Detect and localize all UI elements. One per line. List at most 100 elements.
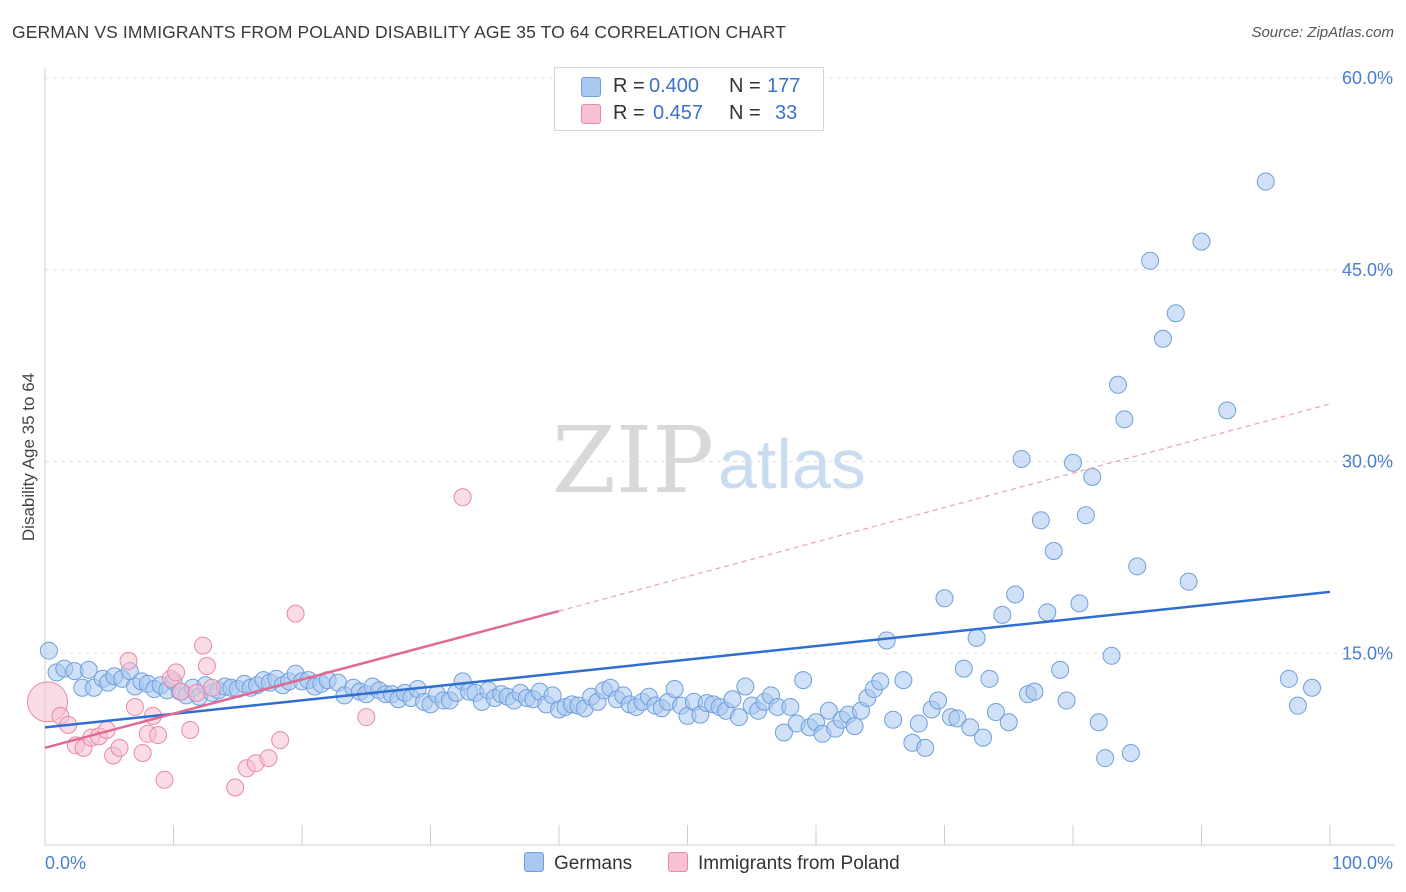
watermark-atlas: atlas <box>718 425 866 503</box>
poland-trend-line <box>44 609 560 750</box>
germans-point <box>1108 375 1127 394</box>
germans-point <box>999 713 1018 732</box>
poland-point <box>357 708 376 727</box>
germans-point <box>1076 506 1095 525</box>
watermark-zip: ZIP <box>552 407 714 514</box>
germans-point <box>909 714 928 733</box>
germans-point <box>39 641 58 660</box>
germans-point <box>961 718 980 737</box>
legend-label-poland: Immigrants from Poland <box>698 853 900 874</box>
x-tick-label: 0.0% <box>45 853 86 873</box>
germans-point <box>954 659 973 678</box>
legend-n-label: N = <box>729 102 761 124</box>
germans-point <box>845 717 864 736</box>
germans-point <box>1083 467 1102 486</box>
germans-point <box>1051 660 1070 679</box>
poland-point <box>119 651 138 670</box>
poland-point <box>453 488 472 507</box>
germans-point <box>974 728 993 747</box>
germans-point <box>1031 511 1050 530</box>
germans-point <box>1303 678 1322 697</box>
germans-point <box>1192 232 1211 251</box>
germans-point <box>79 660 98 679</box>
germans-point <box>1006 585 1025 604</box>
legend-n-value: 177 <box>767 75 801 97</box>
poland-points <box>27 488 472 797</box>
legend-swatch-germans <box>524 852 544 872</box>
y-tick-label: 60.0% <box>1342 68 1393 88</box>
germans-point <box>794 671 813 690</box>
germans-point <box>819 701 838 720</box>
legend-swatch-pink <box>581 104 601 124</box>
germans-point <box>1288 696 1307 715</box>
germans-point <box>1115 410 1134 429</box>
germans-point <box>935 589 954 608</box>
germans-point <box>1025 682 1044 701</box>
germans-point <box>916 738 935 757</box>
germans-point <box>1102 646 1121 665</box>
germans-point <box>894 671 913 690</box>
germans-point <box>1128 557 1147 576</box>
legend-row-poland: R = 0.457 N = 33 <box>555 101 823 127</box>
legend-swatch-poland <box>668 852 688 872</box>
germans-point <box>1070 594 1089 613</box>
germans-point <box>884 710 903 729</box>
source-label: Source: ZipAtlas.com <box>1251 24 1394 41</box>
poland-point <box>286 604 305 623</box>
germans-point <box>1166 304 1185 323</box>
germans-point <box>1141 251 1160 270</box>
legend-item-germans: Germans <box>524 852 632 875</box>
germans-point <box>665 680 684 699</box>
poland-point <box>203 678 222 697</box>
germans-point <box>967 628 986 647</box>
legend-r-label: R = <box>613 102 645 124</box>
germans-point <box>1153 329 1172 348</box>
poland-trend-extension <box>558 403 1331 612</box>
legend-n-label: N = <box>729 75 761 97</box>
germans-point <box>1121 743 1140 762</box>
x-tick-label: 100.0% <box>1332 853 1393 873</box>
poland-point <box>226 778 245 797</box>
germans-point <box>729 708 748 727</box>
germans-point <box>980 669 999 688</box>
germans-point <box>1038 603 1057 622</box>
legend-r-value: 0.457 <box>653 102 704 124</box>
poland-point <box>172 682 191 701</box>
germans-point <box>723 690 742 709</box>
germans-trend-line <box>44 590 1331 729</box>
germans-point <box>1279 669 1298 688</box>
germans-point <box>774 723 793 742</box>
poland-point <box>271 731 290 750</box>
poland-point <box>259 749 278 768</box>
legend-label-germans: Germans <box>554 853 633 874</box>
germans-points <box>39 172 1322 768</box>
poland-point <box>155 770 174 789</box>
germans-point <box>1218 401 1237 420</box>
germans-point <box>1044 541 1063 560</box>
germans-point <box>986 703 1005 722</box>
y-tick-label: 30.0% <box>1342 452 1393 472</box>
poland-point <box>167 663 186 682</box>
y-axis-label: Disability Age 35 to 64 <box>19 373 38 541</box>
poland-point <box>110 738 129 757</box>
axes <box>44 68 1395 846</box>
legend-row-germans: R = 0.400 N = 177 <box>555 74 823 100</box>
germans-point <box>948 709 967 728</box>
poland-point <box>197 657 216 676</box>
legend-item-poland: Immigrants from Poland <box>668 852 900 875</box>
trend-lines <box>44 403 1331 750</box>
germans-point <box>929 691 948 710</box>
poland-point <box>125 697 144 716</box>
poland-point <box>194 636 213 655</box>
legend-r-label: R = <box>613 75 645 97</box>
germans-point <box>1057 691 1076 710</box>
germans-point <box>1256 172 1275 191</box>
y-tick-label: 45.0% <box>1342 260 1393 280</box>
poland-point <box>181 720 200 739</box>
germans-point <box>993 605 1012 624</box>
poland-point <box>187 683 206 702</box>
germans-point <box>1089 713 1108 732</box>
germans-point <box>1064 453 1082 472</box>
legend-n-value: 33 <box>775 102 798 124</box>
